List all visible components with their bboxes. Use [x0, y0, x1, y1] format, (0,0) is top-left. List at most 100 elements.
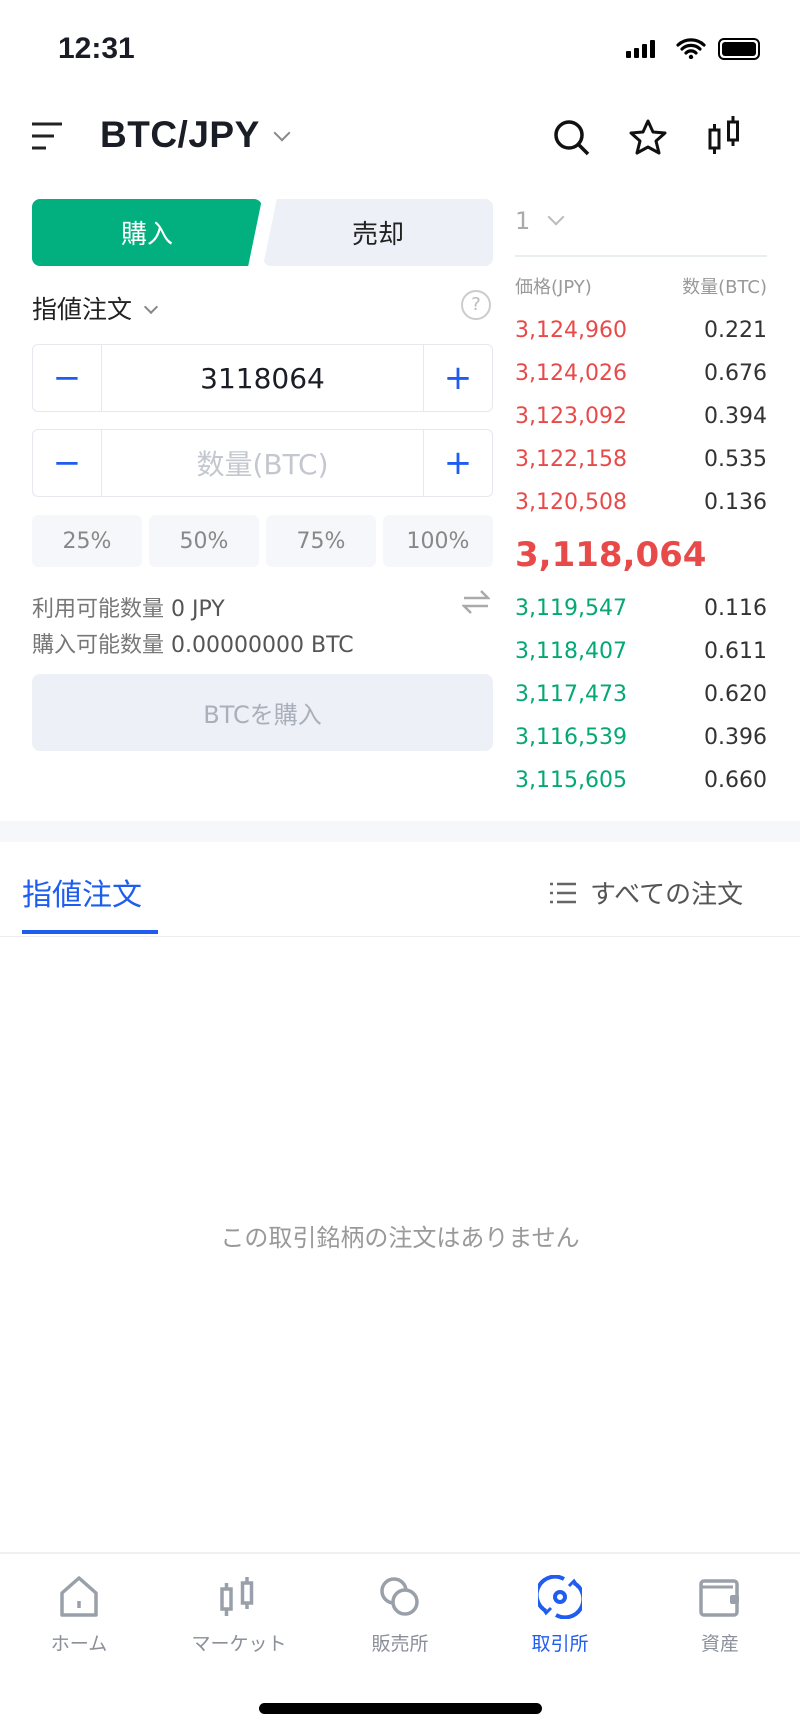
order-qty: 0.676	[704, 361, 767, 386]
nav-label: マーケット	[191, 1633, 287, 1655]
wifi-icon	[676, 38, 706, 59]
exchange-icon	[538, 1575, 582, 1619]
signal-icon	[626, 40, 655, 58]
order-qty: 0.116	[704, 596, 767, 621]
swap-icon[interactable]	[462, 589, 490, 615]
order-price: 3,118,407	[515, 639, 627, 664]
order-qty: 0.660	[704, 768, 767, 793]
order-qty: 0.136	[704, 490, 767, 515]
percent-50-button[interactable]: 50%	[149, 515, 259, 567]
price-decrement-button[interactable]: −	[52, 358, 82, 398]
bid-row[interactable]: 3,118,407 0.611	[515, 639, 767, 664]
candlestick-icon[interactable]	[706, 116, 746, 158]
submit-buy-button[interactable]: BTCを購入	[32, 674, 493, 751]
nav-home[interactable]: ホーム	[9, 1575, 149, 1656]
qty-header: 数量(BTC)	[682, 277, 767, 298]
list-icon	[550, 882, 576, 903]
bid-row[interactable]: 3,115,605 0.660	[515, 768, 767, 793]
pair-title: BTC/JPY	[100, 114, 260, 155]
order-price: 3,117,473	[515, 682, 627, 707]
candlestick-icon	[220, 1577, 254, 1616]
ask-row[interactable]: 3,120,508 0.136	[515, 490, 767, 515]
order-qty: 0.611	[704, 639, 767, 664]
order-price: 3,122,158	[515, 447, 627, 472]
ask-row[interactable]: 3,124,960 0.221	[515, 318, 767, 343]
nav-label: 取引所	[531, 1633, 589, 1655]
nav-label: 資産	[700, 1633, 739, 1655]
ask-row[interactable]: 3,122,158 0.535	[515, 447, 767, 472]
ask-row[interactable]: 3,124,026 0.676	[515, 361, 767, 386]
depth-selector[interactable]: 1	[515, 207, 565, 235]
nav-market[interactable]: マーケット	[169, 1575, 309, 1656]
home-indicator	[259, 1703, 542, 1714]
qty-decrement-button[interactable]: −	[52, 443, 82, 483]
chevron-down-icon	[143, 299, 159, 315]
help-icon[interactable]: ?	[461, 290, 491, 320]
all-orders-link[interactable]: すべての注文	[550, 874, 743, 911]
order-price: 3,115,605	[515, 768, 627, 793]
search-icon[interactable]	[552, 118, 592, 158]
order-qty: 0.221	[704, 318, 767, 343]
active-tab-indicator	[22, 930, 158, 934]
order-price: 3,120,508	[515, 490, 627, 515]
buyable-value: 0.00000000 BTC	[171, 633, 354, 658]
percent-25-button[interactable]: 25%	[32, 515, 142, 567]
order-type-label: 指値注文	[32, 295, 133, 324]
price-header: 価格(JPY)	[515, 277, 592, 298]
percent-75-button[interactable]: 75%	[266, 515, 376, 567]
order-qty: 0.620	[704, 682, 767, 707]
status-time: 12:31	[58, 32, 135, 65]
coins-icon	[380, 1577, 419, 1616]
order-qty: 0.535	[704, 447, 767, 472]
tab-buy[interactable]: 購入	[32, 199, 262, 266]
qty-increment-button[interactable]: +	[443, 443, 473, 483]
battery-icon	[718, 38, 760, 60]
price-input[interactable]: 3118064	[101, 345, 424, 411]
bid-row[interactable]: 3,116,539 0.396	[515, 725, 767, 750]
quantity-stepper: − 数量(BTC) +	[32, 429, 493, 497]
last-price: 3,118,064	[515, 535, 707, 575]
buyable-amount: 購入可能数量 0.00000000 BTC	[32, 627, 354, 659]
order-type-selector[interactable]: 指値注文	[32, 290, 159, 326]
nav-divider	[0, 1552, 800, 1554]
nav-dealer[interactable]: 販売所	[330, 1575, 470, 1656]
order-price: 3,124,960	[515, 318, 627, 343]
wallet-icon	[699, 1579, 739, 1617]
orderbook-header: 価格(JPY) 数量(BTC)	[515, 273, 767, 299]
depth-value: 1	[515, 207, 531, 235]
section-separator	[0, 821, 800, 842]
divider	[515, 255, 767, 257]
order-qty: 0.396	[704, 725, 767, 750]
percent-100-button[interactable]: 100%	[383, 515, 493, 567]
bid-row[interactable]: 3,117,473 0.620	[515, 682, 767, 707]
available-value: 0 JPY	[171, 597, 225, 622]
nav-label: 販売所	[371, 1633, 429, 1655]
quantity-input[interactable]: 数量(BTC)	[101, 430, 424, 496]
available-amount: 利用可能数量 0 JPY	[32, 591, 225, 623]
order-price: 3,116,539	[515, 725, 627, 750]
tab-sell[interactable]: 売却	[263, 199, 493, 266]
order-price: 3,119,547	[515, 596, 627, 621]
empty-orders-message: この取引銘柄の注文はありません	[220, 1224, 580, 1252]
chevron-down-icon	[547, 208, 565, 226]
divider	[0, 936, 800, 937]
order-price: 3,124,026	[515, 361, 627, 386]
chevron-down-icon	[273, 124, 291, 142]
order-qty: 0.394	[704, 404, 767, 429]
all-orders-label: すべての注文	[590, 880, 744, 910]
nav-label: ホーム	[50, 1633, 108, 1655]
tab-limit-orders[interactable]: 指値注文	[22, 878, 142, 913]
nav-assets[interactable]: 資産	[650, 1575, 790, 1656]
price-stepper: − 3118064 +	[32, 344, 493, 412]
ask-row[interactable]: 3,123,092 0.394	[515, 404, 767, 429]
home-icon	[60, 1576, 98, 1617]
nav-exchange[interactable]: 取引所	[490, 1575, 630, 1656]
pair-selector[interactable]: BTC/JPY	[100, 114, 291, 156]
buyable-label: 購入可能数量	[32, 633, 165, 658]
menu-icon[interactable]	[32, 121, 64, 151]
available-label: 利用可能数量	[32, 597, 165, 622]
star-icon[interactable]	[628, 118, 668, 158]
bid-row[interactable]: 3,119,547 0.116	[515, 596, 767, 621]
order-price: 3,123,092	[515, 404, 627, 429]
price-increment-button[interactable]: +	[443, 358, 473, 398]
